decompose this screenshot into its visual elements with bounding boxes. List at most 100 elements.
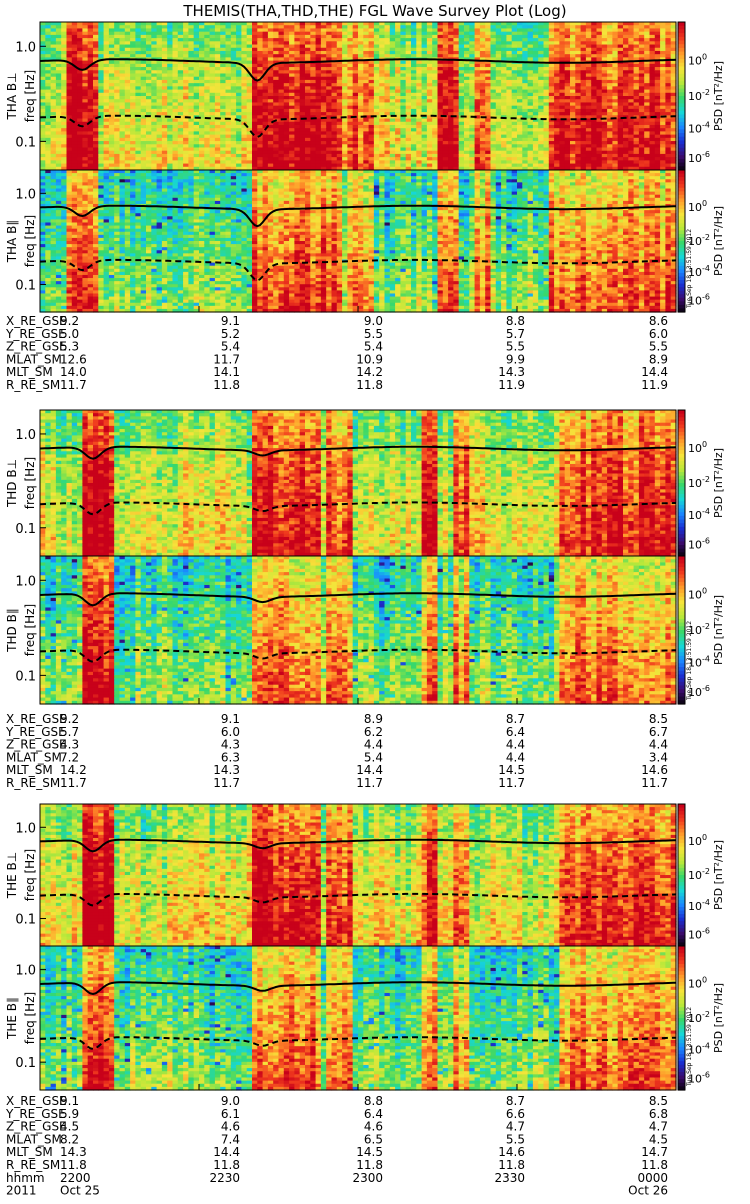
psd-cell: [220, 79, 227, 84]
psd-cell: [236, 121, 242, 126]
psd-cell: [82, 166, 89, 171]
psd-cell: [108, 163, 115, 168]
psd-cell: [71, 137, 78, 142]
psd-cell: [61, 105, 68, 110]
psd-cell: [214, 163, 221, 168]
psd-cell: [188, 115, 195, 120]
psd-cell: [283, 163, 290, 168]
psd-cell: [204, 44, 211, 49]
psd-cell: [246, 144, 253, 149]
psd-cell: [273, 141, 280, 145]
psd-cell: [167, 134, 174, 139]
psd-cell: [172, 141, 179, 145]
psd-cell: [40, 47, 46, 52]
psd-cell: [130, 76, 136, 81]
psd-cell: [220, 121, 227, 126]
psd-cell: [289, 63, 295, 68]
psd-cell: [177, 76, 184, 81]
psd-cell: [188, 54, 195, 58]
psd-cell: [50, 141, 57, 145]
psd-cell: [294, 147, 301, 152]
psd-cell: [40, 160, 46, 165]
psd-cell: [236, 147, 242, 152]
psd-cell: [214, 141, 221, 145]
psd-cell: [310, 50, 317, 55]
psd-cell: [204, 79, 211, 84]
psd-cell: [82, 144, 89, 149]
psd-cell: [61, 79, 68, 84]
psd-cell: [50, 134, 57, 139]
psd-cell: [310, 38, 317, 42]
psd-cell: [289, 31, 295, 36]
psd-cell: [257, 79, 264, 84]
psd-cell: [167, 70, 174, 75]
psd-cell: [230, 44, 237, 49]
psd-cell: [305, 105, 311, 110]
psd-cell: [310, 22, 317, 26]
psd-cell: [230, 89, 237, 94]
psd-cell: [273, 44, 280, 49]
psd-cell: [257, 160, 264, 165]
psd-cell: [305, 34, 311, 39]
psd-cell: [220, 63, 227, 68]
psd-cell: [310, 76, 317, 81]
psd-cell: [61, 70, 68, 75]
psd-cell: [45, 38, 52, 42]
psd-cell: [177, 134, 184, 139]
psd-cell: [252, 150, 258, 155]
psd-cell: [124, 115, 131, 120]
psd-cell: [262, 63, 269, 68]
psd-cell: [119, 108, 126, 113]
psd-cell: [40, 22, 46, 26]
psd-cell: [220, 57, 227, 62]
psd-cell: [183, 137, 189, 142]
psd-cell: [177, 102, 184, 107]
psd-cell: [177, 166, 184, 171]
psd-cell: [40, 137, 46, 142]
psd-cell: [93, 47, 99, 52]
psd-cell: [77, 73, 83, 78]
psd-cell: [161, 50, 168, 55]
psd-cell: [103, 157, 110, 161]
psd-cell: [283, 70, 290, 75]
psd-cell: [161, 102, 168, 107]
psd-cell: [299, 31, 306, 36]
psd-cell: [267, 86, 274, 91]
psd-cell: [305, 118, 311, 123]
psd-cell: [262, 38, 269, 42]
psd-cell: [93, 131, 99, 136]
psd-cell: [119, 89, 126, 94]
psd-cell: [151, 28, 158, 33]
psd-cell: [283, 115, 290, 120]
psd-cell: [55, 141, 62, 145]
psd-cell: [252, 128, 258, 132]
psd-cell: [236, 86, 242, 91]
psd-cell: [273, 147, 280, 152]
psd-cell: [177, 121, 184, 126]
psd-cell: [209, 63, 216, 68]
psd-cell: [262, 76, 269, 81]
psd-cell: [130, 96, 136, 100]
psd-cell: [262, 163, 269, 168]
psd-cell: [82, 96, 89, 100]
psd-cell: [77, 86, 83, 91]
psd-cell: [310, 83, 317, 87]
psd-cell: [135, 108, 142, 113]
psd-cell: [55, 147, 62, 152]
psd-cell: [252, 44, 258, 49]
psd-cell: [283, 102, 290, 107]
psd-cell: [167, 25, 174, 30]
psd-cell: [214, 86, 221, 91]
psd-cell: [289, 137, 295, 142]
psd-cell: [273, 34, 280, 39]
psd-cell: [130, 115, 136, 120]
psd-cell: [71, 60, 78, 65]
psd-cell: [305, 115, 311, 120]
psd-cell: [98, 137, 105, 142]
psd-cell: [209, 147, 216, 152]
psd-cell: [45, 96, 52, 100]
psd-cell: [236, 144, 242, 149]
psd-cell: [220, 25, 227, 30]
psd-cell: [183, 153, 189, 158]
psd-cell: [114, 115, 121, 120]
